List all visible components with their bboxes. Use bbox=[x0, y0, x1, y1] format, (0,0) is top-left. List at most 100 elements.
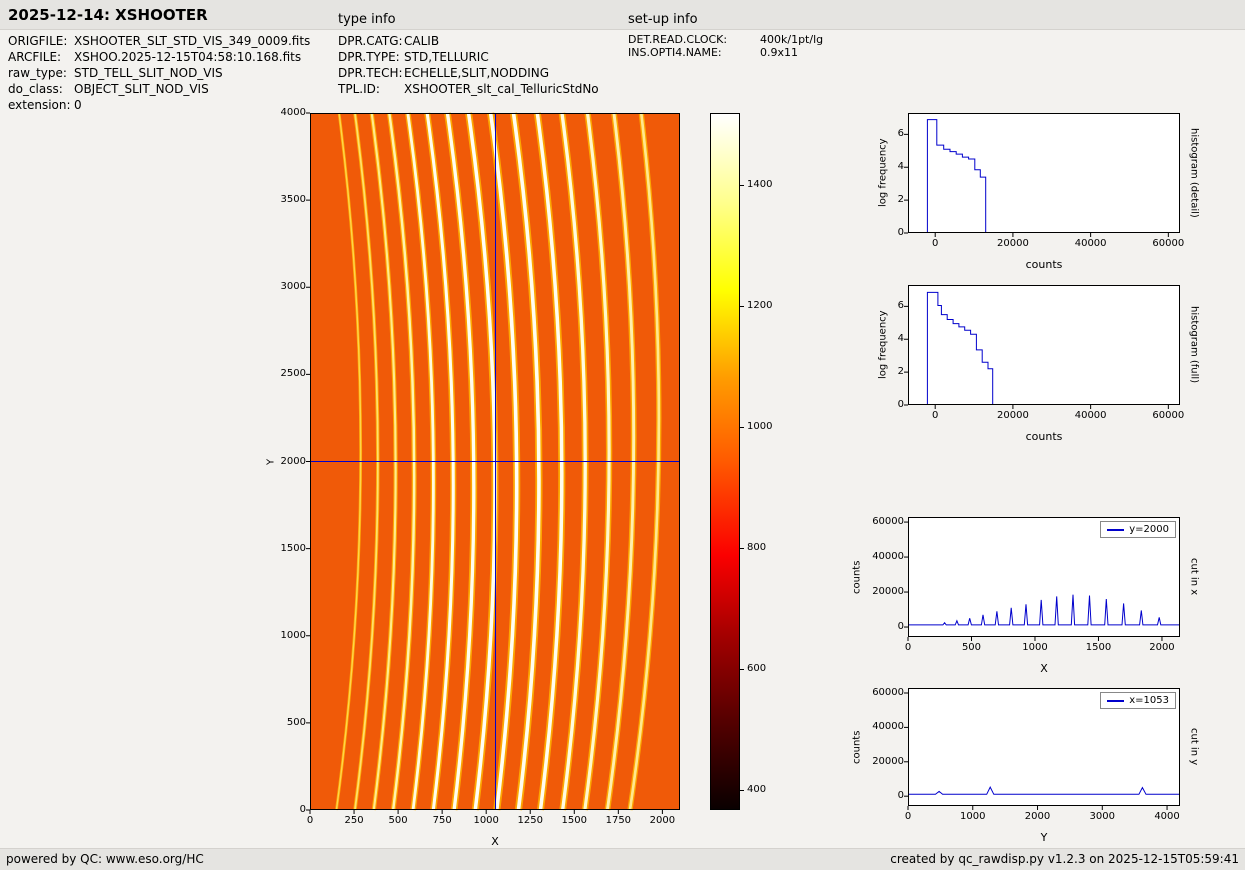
x-tick-label: 500 bbox=[388, 815, 408, 826]
colorbar-tick bbox=[740, 184, 744, 186]
right-axis-label: cut in x bbox=[1188, 558, 1200, 596]
meta-label: raw_type: bbox=[8, 66, 67, 80]
colorbar-tick bbox=[740, 427, 744, 428]
y-tick-label: 0 bbox=[299, 804, 306, 815]
x-tick-label: 20000 bbox=[997, 238, 1029, 249]
x-tick-label: 1000 bbox=[960, 811, 986, 822]
y-tick-label: 6 bbox=[897, 128, 904, 140]
meta-label: INS.OPTI4.NAME: bbox=[628, 46, 722, 59]
x-axis-label: X bbox=[491, 835, 499, 848]
y-tick-label: 0 bbox=[897, 790, 904, 802]
legend-label: y=2000 bbox=[1129, 524, 1169, 535]
y-tick-label: 40000 bbox=[872, 551, 904, 563]
histogram-full: 0 20000 40000 60000 0 2 4 6 counts log frequency h… bbox=[878, 285, 1200, 443]
plot-background bbox=[908, 113, 1180, 233]
meta-label: DPR.TECH: bbox=[338, 66, 403, 80]
axes-frame bbox=[908, 285, 1180, 405]
colorbar-tick-label: 400 bbox=[747, 784, 767, 796]
raw-image: 0 250 500 750 1000 1250 1500 1750 2000 0 500 1000 15… bbox=[266, 107, 680, 848]
right-axis-label: cut in y bbox=[1188, 728, 1200, 766]
colorbar-tick-label: 600 bbox=[747, 663, 767, 675]
x-tick-label: 20000 bbox=[997, 410, 1029, 421]
x-axis-label: counts bbox=[1025, 258, 1063, 271]
x-tick-label: 3000 bbox=[1089, 811, 1115, 822]
meta-label: DPR.TYPE: bbox=[338, 50, 400, 64]
colorbar-tick bbox=[740, 790, 744, 792]
meta-value: XSHOOTER_SLT_STD_VIS_349_0009.fits bbox=[74, 34, 311, 48]
footer-powered-by: powered by QC: www.eso.org/HC bbox=[6, 852, 204, 866]
y-tick-label: 60000 bbox=[872, 516, 904, 528]
meta-value: CALIB bbox=[404, 34, 440, 48]
footer-bar: powered by QC: www.eso.org/HC created by… bbox=[0, 848, 1245, 870]
y-tick-label: 4000 bbox=[280, 107, 306, 118]
meta-row: raw_type: STD_TELL_SLIT_NOD_VIS bbox=[8, 65, 310, 81]
cut-in-y-series-0 bbox=[908, 785, 1180, 795]
y-tick-label: 1000 bbox=[280, 629, 306, 641]
meta-label: DET.READ.CLOCK: bbox=[628, 33, 728, 46]
axes-frame bbox=[908, 113, 1180, 233]
right-axis-label: histogram (detail) bbox=[1188, 128, 1200, 218]
y-axis-label: log frequency bbox=[877, 310, 889, 380]
x-tick-label: 0 bbox=[904, 642, 912, 653]
colorbar-tick bbox=[740, 548, 744, 550]
histogram-full-series-0 bbox=[926, 291, 994, 405]
x-tick-label: 1000 bbox=[473, 815, 499, 826]
x-tick-label: 1000 bbox=[1022, 642, 1048, 653]
axes-frame bbox=[310, 113, 680, 810]
x-tick-label: 1250 bbox=[517, 815, 543, 826]
meta-row: DPR.TECH:ECHELLE,SLIT,NODDING bbox=[338, 65, 599, 81]
x-tick-label: 4000 bbox=[1154, 811, 1180, 822]
type-info-heading: type info bbox=[338, 12, 396, 27]
x-tick-label: 0 bbox=[932, 410, 939, 421]
colorbar-tick-label: 1000 bbox=[747, 421, 773, 432]
x-tick-label: 2000 bbox=[1024, 811, 1051, 822]
footer-created-by: created by qc_rawdisp.py v1.2.3 on 2025-… bbox=[890, 852, 1239, 866]
colorbar-tick-label: 800 bbox=[747, 542, 767, 554]
y-tick-label: 0 bbox=[897, 227, 904, 238]
meta-value: XSHOO.2025-12-15T04:58:10.168.fits bbox=[74, 50, 302, 64]
meta-value: 400k/1pt/lg bbox=[760, 33, 824, 46]
x-tick-label: 2000 bbox=[1149, 642, 1175, 653]
x-tick-label: 40000 bbox=[1074, 238, 1107, 249]
x-axis-label: Y bbox=[1040, 831, 1048, 844]
axes-frame bbox=[908, 688, 1180, 806]
y-tick-label: 40000 bbox=[872, 721, 904, 733]
legend-line-sample bbox=[1107, 699, 1125, 702]
y-tick-label: 3500 bbox=[280, 194, 306, 206]
x-axis-label: counts bbox=[1025, 430, 1063, 443]
meta-value: OBJECT_SLIT_NOD_VIS bbox=[74, 82, 209, 96]
x-tick-label: 1500 bbox=[561, 815, 587, 826]
histogram-detail-series-0 bbox=[926, 119, 987, 233]
y-tick-label: 0 bbox=[897, 621, 904, 633]
legend: y=2000 bbox=[1100, 521, 1176, 538]
y-tick-label: 4 bbox=[897, 161, 904, 173]
setup-info-heading: set-up info bbox=[628, 12, 698, 27]
y-tick-label: 20000 bbox=[872, 586, 904, 598]
x-tick-label: 60000 bbox=[1152, 238, 1185, 249]
x-tick-label: 2000 bbox=[649, 815, 676, 826]
y-tick-label: 500 bbox=[286, 716, 306, 728]
meta-label: do_class: bbox=[8, 82, 63, 96]
meta-row: TPL.ID: XSHOOTER_slt_cal_TelluricStdNo bbox=[338, 81, 599, 97]
meta-row: do_class: OBJECT_SLIT_NOD_VIS bbox=[8, 81, 310, 97]
colorbar bbox=[710, 113, 740, 810]
meta-label: ORIGFILE: bbox=[8, 34, 68, 48]
meta-row: INS.OPTI4.NAME: 0.9x11 bbox=[628, 46, 823, 59]
meta-row: extension: 0 bbox=[8, 97, 310, 113]
meta-label: TPL.ID: bbox=[338, 82, 380, 96]
cut-in-x-series-0 bbox=[908, 594, 1180, 626]
y-axis-label: counts bbox=[851, 730, 863, 764]
colorbar-tick bbox=[740, 669, 744, 671]
raw-image-canvas bbox=[306, 112, 680, 814]
meta-row: DET.READ.CLOCK: 400k/1pt/lg bbox=[628, 33, 823, 46]
x-tick-label: 1500 bbox=[1085, 642, 1112, 653]
y-axis-label: Y bbox=[265, 458, 277, 465]
meta-label: DPR.CATG: bbox=[338, 34, 403, 48]
legend-label: x=1053 bbox=[1129, 695, 1169, 706]
meta-row: DPR.TYPE: STD,TELLURIC bbox=[338, 49, 599, 65]
meta-value: ECHELLE,SLIT,NODDING bbox=[404, 66, 550, 80]
x-axis-label: X bbox=[1040, 662, 1048, 675]
meta-row: ARCFILE: XSHOO.2025-12-15T04:58:10.168.fi… bbox=[8, 49, 310, 65]
